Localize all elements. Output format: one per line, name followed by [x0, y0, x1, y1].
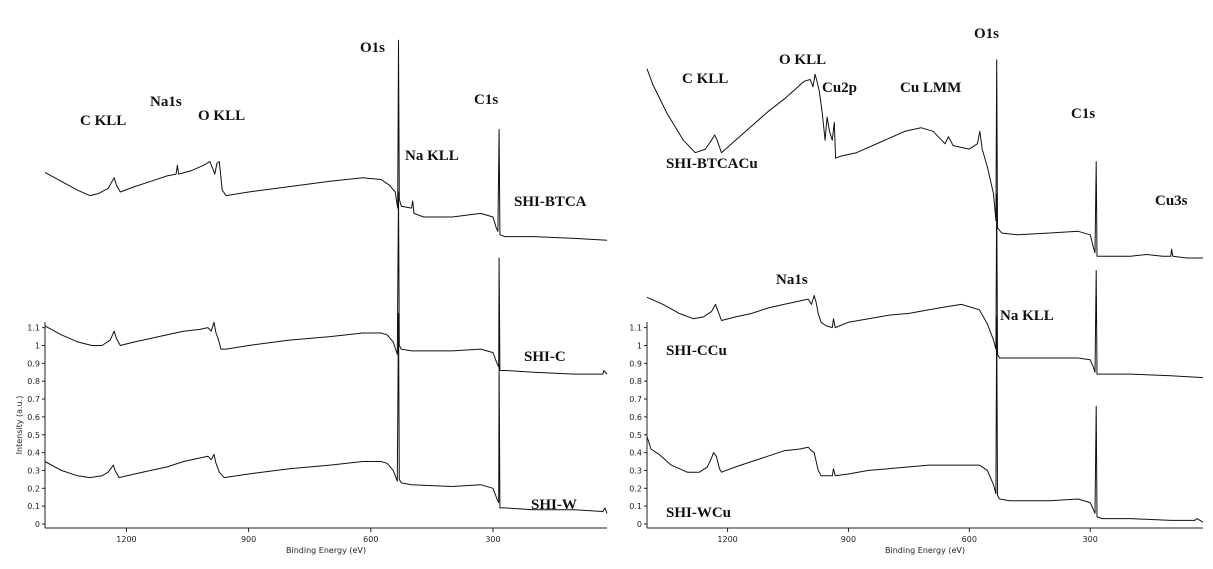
- y-tick-label: 0.9: [27, 359, 40, 368]
- y-tick-label: 0.3: [27, 466, 40, 475]
- y-tick-label: 0.4: [629, 449, 642, 458]
- x-ticks-right: 1200 900 600 300: [717, 528, 1098, 544]
- x-tick-label: 1200: [116, 535, 136, 544]
- y-tick-label: 0.8: [27, 377, 40, 386]
- series-line-shi-wcu: [646, 316, 1204, 523]
- series-line-shi-btcacu: [646, 59, 1203, 259]
- peak-label-o-kll: O KLL: [779, 52, 826, 68]
- peak-label-c-kll: C KLL: [682, 71, 728, 87]
- peak-label-c1s: C1s: [474, 92, 498, 108]
- x-tick-label: 300: [485, 535, 500, 544]
- peak-label-na-kll: Na KLL: [405, 148, 459, 164]
- peak-label-c-kll: C KLL: [80, 113, 126, 129]
- y-tick-label: 0.1: [27, 502, 40, 511]
- peak-label-cu3s: Cu3s: [1155, 193, 1188, 209]
- y-tick-label: 0.7: [629, 395, 642, 404]
- y-axis-title-left: Intensity (a.u.): [15, 396, 24, 455]
- y-tick-label: 0.8: [629, 377, 642, 386]
- y-tick-label: 0: [637, 520, 642, 529]
- y-tick-label: 1.1: [27, 324, 40, 333]
- plot-area-left: [44, 39, 608, 514]
- x-axis-title-left: Binding Energy (eV): [286, 546, 366, 555]
- y-tick-label: 0.4: [27, 449, 40, 458]
- y-tick-label: 0.6: [629, 413, 642, 422]
- y-tick-label: 0.6: [27, 413, 40, 422]
- y-ticks-left: 0 0.1 0.2 0.3 0.4 0.5 0.6 0.7 0.8 0.9 1 1.1: [27, 324, 45, 529]
- series-label-shi-c: SHI-C: [524, 349, 566, 365]
- chart-panel-right: 0 0.1 0.2 0.3 0.4 0.5 0.6 0.7 0.8 0.9 1 1.1 1200 900…: [629, 26, 1204, 555]
- x-tick-label: 900: [841, 535, 856, 544]
- peak-label-na1s: Na1s: [776, 272, 808, 288]
- series-label-shi-btca: SHI-BTCA: [514, 194, 587, 210]
- x-ticks-left: 1200 900 600 300: [116, 528, 501, 544]
- y-tick-label: 1: [637, 342, 642, 351]
- peak-label-na1s: Na1s: [150, 94, 182, 110]
- series-line-shi-btca: [44, 39, 608, 241]
- series-line-shi-w: [44, 312, 608, 514]
- peak-label-o1s: O1s: [974, 26, 999, 42]
- y-tick-label: 0.2: [629, 484, 642, 493]
- y-tick-label: 0.5: [27, 431, 40, 440]
- peak-label-cu-lmm: Cu LMM: [900, 80, 961, 96]
- x-axis-title-right: Binding Energy (eV): [885, 546, 965, 555]
- y-ticks-right: 0 0.1 0.2 0.3 0.4 0.5 0.6 0.7 0.8 0.9 1 1.1: [629, 324, 647, 529]
- peak-label-na-kll: Na KLL: [1000, 308, 1054, 324]
- peak-label-cu2p: Cu2p: [822, 80, 857, 96]
- series-label-shi-w: SHI-W: [531, 497, 577, 513]
- x-tick-label: 600: [962, 535, 977, 544]
- chart-panel-left: 0 0.1 0.2 0.3 0.4 0.5 0.6 0.7 0.8 0.9 1 1.1 1200 900…: [15, 39, 608, 555]
- series-label-shi-btcacu: SHI-BTCACu: [666, 156, 758, 172]
- x-tick-label: 300: [1083, 535, 1098, 544]
- series-line-shi-ccu: [646, 193, 1204, 379]
- y-tick-label: 0.1: [629, 502, 642, 511]
- peak-label-c1s: C1s: [1071, 106, 1095, 122]
- y-tick-label: 0.7: [27, 395, 40, 404]
- plot-area-right: [646, 59, 1204, 523]
- series-label-shi-ccu: SHI-CCu: [666, 343, 727, 359]
- y-tick-label: 0.3: [629, 466, 642, 475]
- peak-label-o1s: O1s: [360, 40, 385, 56]
- y-tick-label: 0.2: [27, 484, 40, 493]
- y-tick-label: 0.9: [629, 359, 642, 368]
- series-label-shi-wcu: SHI-WCu: [666, 505, 731, 521]
- series-line-shi-c: [44, 191, 608, 375]
- y-tick-label: 0: [35, 520, 40, 529]
- y-tick-label: 0.5: [629, 431, 642, 440]
- x-tick-label: 1200: [717, 535, 737, 544]
- peak-label-o-kll: O KLL: [198, 108, 245, 124]
- x-tick-label: 900: [241, 535, 256, 544]
- x-tick-label: 600: [363, 535, 378, 544]
- y-tick-label: 1: [35, 342, 40, 351]
- y-tick-label: 1.1: [629, 324, 642, 333]
